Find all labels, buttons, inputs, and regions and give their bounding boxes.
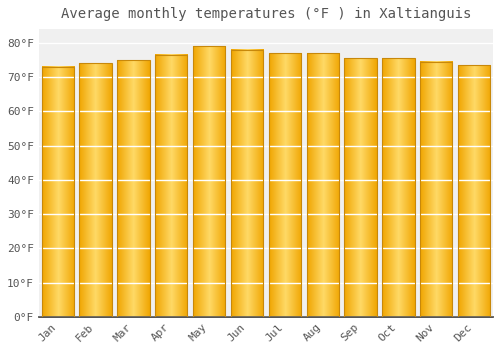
Bar [306,53,339,317]
Bar [231,50,263,317]
Bar [42,67,74,317]
Bar [420,62,452,317]
Title: Average monthly temperatures (°F ) in Xaltianguis: Average monthly temperatures (°F ) in Xa… [60,7,471,21]
Bar [155,55,188,317]
Bar [118,60,150,317]
Bar [458,65,490,317]
Bar [193,46,225,317]
Bar [382,58,414,317]
Bar [269,53,301,317]
Bar [80,63,112,317]
Bar [344,58,376,317]
